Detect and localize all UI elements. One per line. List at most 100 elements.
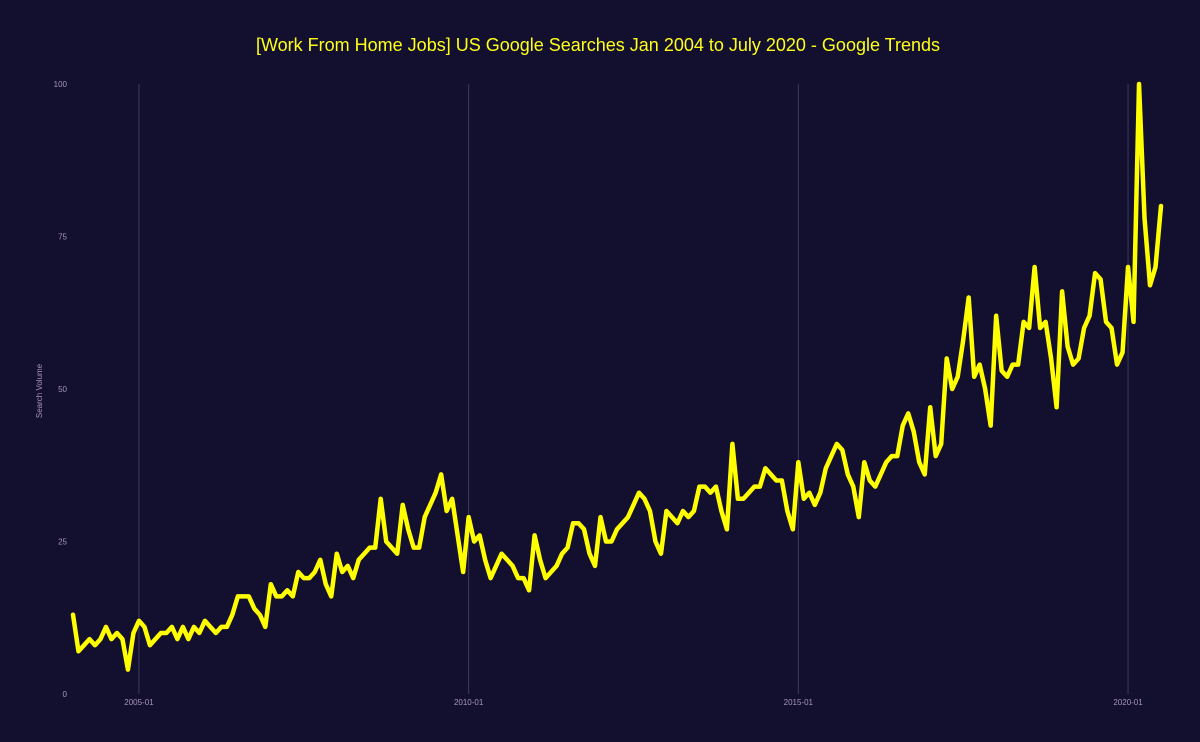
data-point (660, 553, 662, 555)
data-point (253, 608, 255, 610)
data-point (1023, 321, 1025, 323)
data-point (654, 540, 657, 543)
data-point (693, 510, 695, 512)
data-point (957, 376, 959, 378)
data-point (863, 461, 865, 463)
data-point (1121, 351, 1124, 353)
data-point (94, 644, 96, 646)
data-point (1143, 217, 1146, 219)
data-point (616, 528, 618, 530)
data-point (874, 486, 876, 488)
data-point (984, 388, 986, 390)
data-point (913, 431, 915, 433)
data-point (797, 461, 799, 463)
data-point (698, 486, 701, 488)
data-point (836, 443, 838, 445)
data-point (341, 571, 343, 573)
data-point (979, 364, 981, 366)
data-point (358, 559, 360, 561)
data-point (446, 510, 448, 512)
data-point (72, 614, 74, 616)
data-point (638, 492, 640, 494)
data-point (1094, 272, 1096, 274)
data-point (248, 595, 250, 598)
data-point (533, 534, 536, 537)
data-point (726, 528, 728, 530)
data-point (902, 425, 904, 427)
y-tick-label: 25 (58, 538, 67, 547)
data-point (143, 626, 146, 628)
data-point (814, 504, 816, 506)
y-tick-label: 0 (63, 690, 68, 699)
data-point (490, 577, 492, 579)
data-point (105, 626, 107, 628)
data-point (1056, 406, 1058, 408)
data-point (204, 620, 206, 622)
data-point (924, 473, 926, 475)
data-point (1077, 357, 1080, 360)
data-point (479, 534, 481, 537)
data-point (402, 504, 404, 506)
data-point (325, 583, 327, 585)
y-tick-label: 50 (58, 385, 67, 394)
data-point (1001, 370, 1003, 372)
data-point (825, 467, 827, 469)
data-point (1160, 205, 1162, 207)
data-point (116, 632, 118, 634)
data-point (473, 540, 475, 543)
y-axis-ticks: 0 25 50 75 100 (54, 80, 68, 699)
data-point (171, 626, 173, 628)
data-point (528, 589, 530, 591)
data-point (352, 577, 354, 579)
data-point (99, 638, 102, 640)
data-point (830, 455, 832, 457)
data-point (858, 516, 860, 518)
data-point (990, 425, 992, 427)
data-point (380, 498, 382, 500)
data-point (1105, 321, 1107, 323)
data-point (665, 510, 668, 512)
data-point (286, 589, 288, 591)
data-point (1006, 376, 1008, 378)
data-point (935, 455, 937, 457)
data-point (369, 547, 371, 549)
data-point (737, 498, 739, 500)
data-point (1045, 321, 1047, 323)
data-point (237, 595, 239, 598)
data-point (753, 486, 755, 488)
data-point (1066, 345, 1069, 347)
data-point (517, 577, 519, 579)
data-point (198, 632, 200, 634)
data-point (1039, 327, 1041, 329)
data-point (566, 547, 569, 549)
data-point (303, 577, 305, 579)
data-point (440, 473, 442, 475)
data-point (770, 473, 772, 475)
data-point (885, 461, 887, 463)
data-point (160, 632, 162, 634)
data-point (671, 516, 673, 518)
data-point (621, 522, 624, 524)
data-point (522, 577, 525, 579)
data-point (803, 498, 805, 500)
data-point (764, 467, 766, 469)
data-point (374, 547, 376, 549)
data-point (457, 534, 459, 537)
data-point (781, 479, 783, 482)
data-point (605, 540, 607, 543)
data-point (1072, 364, 1074, 366)
data-point (627, 516, 629, 518)
data-point (1028, 327, 1030, 329)
x-tick-label: 2005-01 (124, 698, 154, 707)
data-point (880, 473, 882, 475)
data-point (314, 571, 316, 573)
data-point (682, 510, 684, 512)
data-point (577, 522, 580, 524)
data-point (599, 516, 602, 518)
data-point (632, 504, 635, 506)
data-point (1061, 290, 1063, 292)
data-point (182, 626, 184, 628)
data-point (929, 406, 931, 408)
data-point (907, 412, 909, 414)
